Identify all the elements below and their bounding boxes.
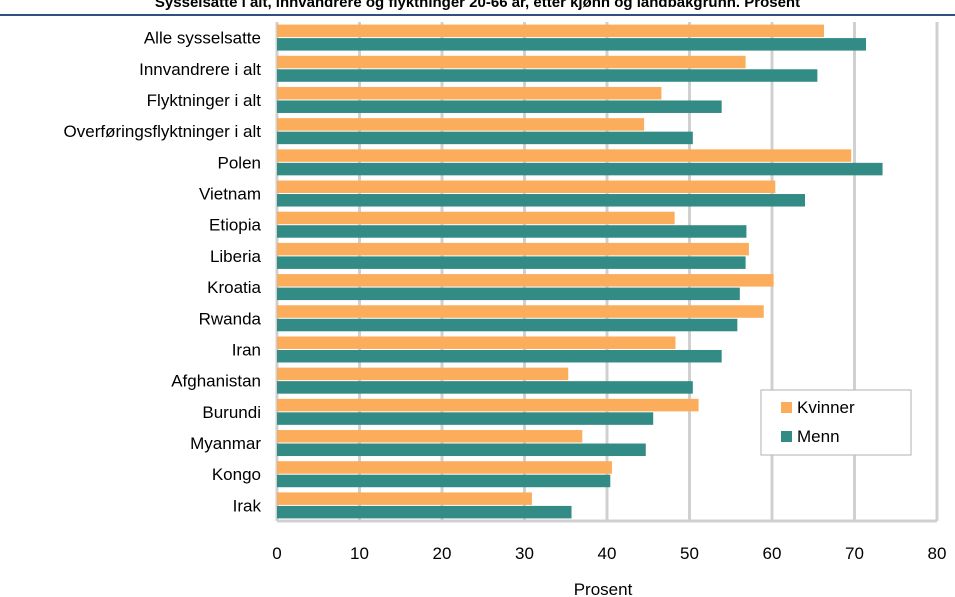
category-label-5: Vietnam — [199, 185, 261, 204]
bar-menn-14 — [277, 474, 611, 488]
x-tick-label-6: 60 — [763, 544, 782, 563]
bar-menn-8 — [277, 287, 740, 301]
bar-menn-3 — [277, 131, 693, 145]
bar-menn-5 — [277, 194, 805, 207]
bar-kvinner-13 — [277, 430, 583, 443]
bar-kvinner-3 — [277, 118, 645, 131]
title-bar: Sysselsatte i alt, innvandrere og flyktn… — [0, 0, 955, 16]
bar-menn-1 — [277, 69, 818, 82]
x-tick-label-8: 80 — [928, 544, 947, 563]
x-tick-label-0: 0 — [272, 544, 281, 563]
bar-kvinner-4 — [277, 149, 852, 162]
category-label-6: Etiopia — [209, 216, 262, 235]
category-label-12: Burundi — [202, 403, 261, 422]
legend-box — [760, 389, 912, 456]
bar-kvinner-6 — [277, 211, 675, 225]
x-tick-label-1: 10 — [350, 544, 369, 563]
bar-menn-11 — [277, 381, 693, 394]
category-labels: Alle sysselsatte Innvandrere i alt Flyktni… — [64, 29, 262, 516]
bar-menn-12 — [277, 412, 654, 425]
bar-kvinner-10 — [277, 336, 676, 349]
bar-kvinner-7 — [277, 242, 749, 256]
bar-kvinner-9 — [277, 305, 764, 318]
category-label-8: Kroatia — [207, 278, 261, 297]
category-label-4: Polen — [218, 153, 261, 172]
bar-menn-10 — [277, 349, 722, 363]
x-tick-label-4: 40 — [598, 544, 617, 563]
legend-swatch-menn — [781, 431, 792, 442]
category-label-10: Iran — [232, 340, 261, 359]
legend: Kvinner Menn — [760, 389, 912, 456]
category-label-1: Innvandrere i alt — [139, 60, 261, 79]
category-label-11: Afghanistan — [171, 372, 261, 391]
bar-kvinner-5 — [277, 180, 776, 194]
bar-kvinner-11 — [277, 367, 569, 381]
bar-kvinner-1 — [277, 55, 746, 69]
category-label-0: Alle sysselsatte — [144, 29, 261, 48]
bar-kvinner-12 — [277, 398, 699, 412]
chart-title: Sysselsatte i alt, innvandrere og flyktn… — [154, 0, 801, 11]
bar-menn-7 — [277, 256, 746, 269]
bar-menn-9 — [277, 318, 738, 332]
category-label-9: Rwanda — [199, 309, 262, 328]
bar-menn-6 — [277, 225, 747, 238]
bar-kvinner-2 — [277, 86, 662, 100]
x-tick-label-2: 20 — [433, 544, 452, 563]
category-label-14: Kongo — [212, 465, 261, 484]
tick-labels: 0 10 20 30 40 50 60 70 80 — [272, 544, 946, 563]
bar-menn-0 — [277, 38, 867, 51]
category-label-3: Overføringsflyktninger i alt — [64, 122, 262, 141]
bar-kvinner-14 — [277, 461, 612, 474]
bars — [277, 24, 883, 519]
x-tick-label-3: 30 — [515, 544, 534, 563]
bar-kvinner-8 — [277, 274, 774, 287]
x-tick-label-5: 50 — [680, 544, 699, 563]
bar-kvinner-0 — [277, 24, 824, 38]
bar-kvinner-15 — [277, 492, 532, 505]
bar-menn-13 — [277, 443, 646, 457]
category-label-15: Irak — [233, 496, 262, 515]
bar-menn-4 — [277, 162, 883, 176]
legend-label-menn: Menn — [797, 427, 840, 446]
x-tick-label-7: 70 — [845, 544, 864, 563]
x-axis-title: Prosent — [574, 580, 633, 597]
legend-label-kvinner: Kvinner — [797, 398, 855, 417]
bar-menn-2 — [277, 100, 722, 113]
category-label-13: Myanmar — [190, 434, 261, 453]
legend-swatch-kvinner — [781, 402, 792, 413]
bar-menn-15 — [277, 505, 572, 519]
category-label-2: Flyktninger i alt — [147, 91, 262, 110]
category-label-7: Liberia — [210, 247, 262, 266]
